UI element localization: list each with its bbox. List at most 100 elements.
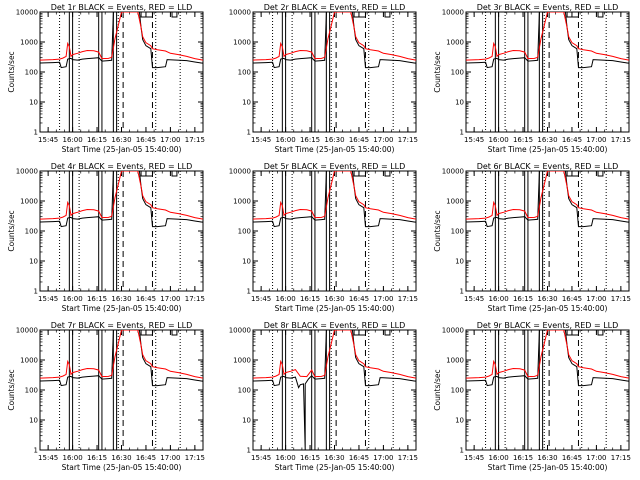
y-tick-label: 100 bbox=[451, 387, 464, 395]
x-tick-label: 17:15 bbox=[185, 454, 205, 462]
interval-bracket bbox=[597, 330, 604, 336]
x-tick-label: 17:00 bbox=[373, 295, 393, 303]
y-tick-label: 1 bbox=[460, 447, 464, 455]
series-line-lld bbox=[40, 12, 203, 61]
series-line-events bbox=[40, 330, 203, 387]
x-tick-label: 15:45 bbox=[464, 136, 484, 144]
x-tick-label: 15:45 bbox=[38, 295, 58, 303]
x-tick-label: 17:00 bbox=[160, 454, 180, 462]
x-tick-label: 16:00 bbox=[489, 136, 509, 144]
y-axis-label: Counts/sec bbox=[433, 51, 442, 92]
x-tick-label: 16:15 bbox=[300, 136, 320, 144]
y-tick-label: 100 bbox=[451, 69, 464, 77]
y-tick-label: 10000 bbox=[16, 9, 38, 17]
x-tick-label: 16:15 bbox=[513, 295, 533, 303]
x-tick-label: 16:30 bbox=[111, 454, 131, 462]
x-tick-label: 16:45 bbox=[136, 454, 156, 462]
x-tick-label: 15:45 bbox=[38, 454, 58, 462]
x-tick-label: 16:30 bbox=[324, 295, 344, 303]
x-tick-label: 16:00 bbox=[489, 295, 509, 303]
x-tick-label: 15:45 bbox=[251, 136, 271, 144]
x-tick-label: 16:30 bbox=[111, 136, 131, 144]
y-axis-label: Counts/sec bbox=[7, 210, 16, 251]
y-tick-label: 1000 bbox=[446, 198, 464, 206]
x-axis-label: Start Time (25-Jan-05 15:40:00) bbox=[488, 304, 608, 313]
panel-title: Det 7r BLACK = Events, RED = LLD bbox=[51, 321, 193, 330]
interval-bracket bbox=[353, 330, 366, 336]
x-axis-label: Start Time (25-Jan-05 15:40:00) bbox=[275, 463, 395, 472]
x-tick-label: 17:15 bbox=[611, 295, 631, 303]
x-tick-label: 16:30 bbox=[324, 136, 344, 144]
y-tick-label: 10000 bbox=[16, 168, 38, 176]
x-tick-label: 16:45 bbox=[562, 136, 582, 144]
x-axis-label: Start Time (25-Jan-05 15:40:00) bbox=[488, 463, 608, 472]
y-axis-label: Counts/sec bbox=[7, 369, 16, 410]
x-tick-label: 16:45 bbox=[136, 295, 156, 303]
y-tick-label: 100 bbox=[25, 69, 38, 77]
panel-title: Det 9r BLACK = Events, RED = LLD bbox=[477, 321, 619, 330]
y-axis-label: Counts/sec bbox=[433, 369, 442, 410]
y-tick-label: 100 bbox=[238, 228, 251, 236]
x-tick-label: 16:30 bbox=[537, 136, 557, 144]
series-line-lld bbox=[466, 330, 629, 379]
x-tick-label: 17:15 bbox=[185, 295, 205, 303]
interval-bracket bbox=[140, 171, 153, 177]
plot-frame bbox=[465, 329, 630, 451]
y-tick-label: 1 bbox=[247, 447, 251, 455]
x-tick-label: 17:15 bbox=[398, 295, 418, 303]
x-tick-label: 15:45 bbox=[38, 136, 58, 144]
x-tick-label: 16:30 bbox=[537, 454, 557, 462]
series-line-events bbox=[40, 12, 203, 69]
x-tick-label: 16:15 bbox=[300, 454, 320, 462]
y-tick-label: 100 bbox=[451, 228, 464, 236]
y-tick-label: 1000 bbox=[233, 357, 251, 365]
x-axis-label: Start Time (25-Jan-05 15:40:00) bbox=[488, 145, 608, 154]
chart-panel-9: Det 9r BLACK = Events, RED = LLD Start Ti… bbox=[433, 321, 631, 472]
x-tick-label: 17:15 bbox=[398, 454, 418, 462]
y-tick-label: 10000 bbox=[229, 168, 251, 176]
x-tick-label: 15:45 bbox=[464, 295, 484, 303]
x-tick-label: 16:00 bbox=[63, 454, 83, 462]
y-tick-label: 1 bbox=[34, 288, 38, 296]
y-tick-label: 10000 bbox=[442, 168, 464, 176]
plot-frame bbox=[39, 11, 204, 133]
x-tick-label: 17:00 bbox=[586, 136, 606, 144]
y-tick-label: 100 bbox=[238, 69, 251, 77]
y-tick-label: 10 bbox=[242, 258, 251, 266]
x-tick-label: 17:15 bbox=[611, 454, 631, 462]
interval-bracket bbox=[384, 330, 391, 336]
interval-bracket bbox=[353, 12, 366, 18]
x-tick-label: 16:45 bbox=[349, 454, 369, 462]
series-line-events bbox=[253, 330, 416, 450]
x-axis-label: Start Time (25-Jan-05 15:40:00) bbox=[275, 145, 395, 154]
x-tick-label: 16:15 bbox=[87, 136, 107, 144]
y-tick-label: 10 bbox=[29, 417, 38, 425]
interval-bracket bbox=[171, 171, 178, 177]
y-tick-label: 100 bbox=[25, 387, 38, 395]
series-line-lld bbox=[40, 171, 203, 220]
chart-panel-8: Det 8r BLACK = Events, RED = LLD Start Ti… bbox=[229, 321, 418, 472]
y-tick-label: 10 bbox=[29, 99, 38, 107]
y-tick-label: 1 bbox=[460, 288, 464, 296]
interval-bracket bbox=[140, 12, 153, 18]
x-tick-label: 16:15 bbox=[513, 454, 533, 462]
plot-frame bbox=[252, 329, 417, 451]
x-tick-label: 17:00 bbox=[160, 295, 180, 303]
x-tick-label: 17:15 bbox=[611, 136, 631, 144]
series-line-events bbox=[466, 171, 629, 228]
chart-panel-7: Det 7r BLACK = Events, RED = LLD Start Ti… bbox=[7, 321, 205, 472]
plot-frame bbox=[465, 11, 630, 133]
series-line-lld bbox=[466, 171, 629, 220]
x-axis-label: Start Time (25-Jan-05 15:40:00) bbox=[62, 145, 182, 154]
y-tick-label: 1000 bbox=[233, 198, 251, 206]
interval-bracket bbox=[140, 330, 153, 336]
x-tick-label: 16:45 bbox=[349, 295, 369, 303]
y-tick-label: 100 bbox=[238, 387, 251, 395]
x-tick-label: 16:00 bbox=[63, 295, 83, 303]
x-tick-label: 17:00 bbox=[586, 454, 606, 462]
y-tick-label: 1 bbox=[34, 447, 38, 455]
y-tick-label: 1000 bbox=[446, 357, 464, 365]
chart-panel-2: Det 2r BLACK = Events, RED = LLD Start Ti… bbox=[229, 3, 418, 154]
y-tick-label: 10 bbox=[29, 258, 38, 266]
y-tick-label: 100 bbox=[25, 228, 38, 236]
